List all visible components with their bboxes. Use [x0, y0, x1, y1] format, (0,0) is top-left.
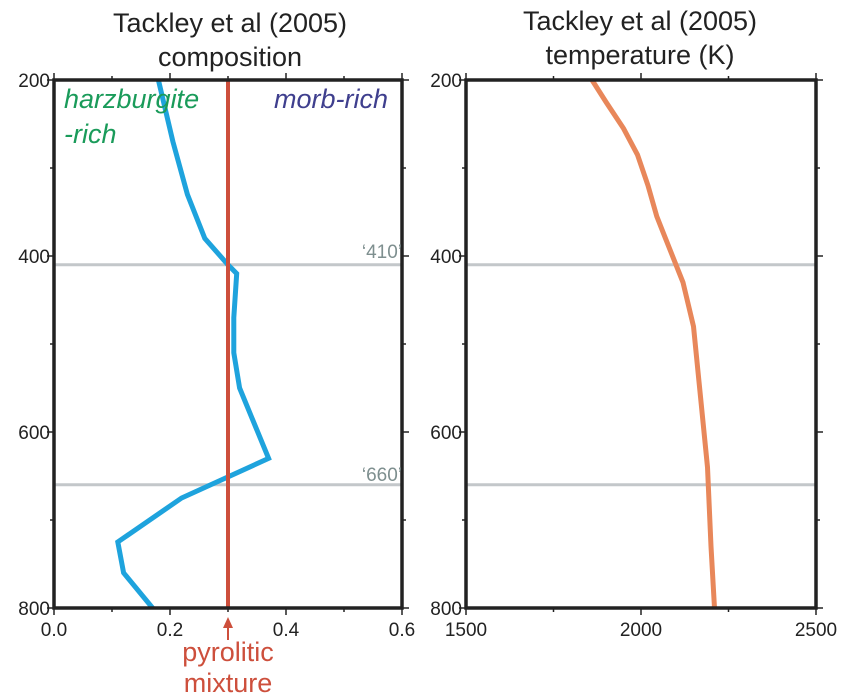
composition-plot-frame	[52, 78, 404, 610]
composition-series	[115, 79, 272, 610]
composition-chart: Tackley et al (2005) composition 200 400 6…	[18, 8, 415, 696]
temperature-x-tick-label: 2500	[795, 620, 837, 641]
composition-x-tick-label: 0.2	[157, 620, 183, 641]
pyrolitic-mixture-label-line1: pyrolitic	[182, 637, 274, 667]
temperature-y-tick-label: 600	[430, 423, 462, 444]
morb-rich-label: morb-rich	[274, 84, 388, 114]
temperature-y-tick-label: 800	[430, 599, 462, 620]
reference-label-410: ‘410’	[362, 242, 402, 263]
composition-x-tick-label: 0.0	[41, 620, 67, 641]
temperature-y-tick-label: 400	[430, 247, 462, 268]
temperature-x-tick-label: 1500	[445, 620, 487, 641]
composition-x-tick-label: 0.4	[273, 620, 300, 641]
temperature-reference-lines	[466, 263, 816, 487]
composition-x-tick-label: 0.6	[389, 620, 415, 641]
harzburgite-rich-label-line1: harzburgite	[64, 84, 199, 114]
composition-y-tick-label: 800	[18, 599, 50, 620]
composition-y-tick-label: 600	[18, 423, 50, 444]
pyrolitic-mixture-label-line2: mixture	[184, 668, 273, 696]
temperature-line	[589, 78, 717, 609]
temperature-series	[589, 78, 717, 609]
composition-line	[115, 79, 272, 610]
composition-title-line2: composition	[158, 42, 302, 72]
harzburgite-rich-label-line2: -rich	[64, 119, 117, 149]
composition-title-line1: Tackley et al (2005)	[113, 8, 347, 38]
temperature-title-line1: Tackley et al (2005)	[523, 6, 757, 36]
composition-y-tick-label: 200	[18, 71, 50, 92]
temperature-x-tick-label: 2000	[620, 620, 662, 641]
temperature-chart: Tackley et al (2005) temperature (K) 200…	[430, 6, 837, 641]
reference-label-660: ‘660’	[362, 465, 402, 486]
composition-y-tick-label: 400	[18, 247, 50, 268]
temperature-plot-frame	[464, 78, 818, 610]
temperature-y-tick-label: 200	[430, 71, 462, 92]
temperature-title-line2: temperature (K)	[545, 40, 734, 70]
pyrolitic-arrow	[223, 617, 233, 640]
